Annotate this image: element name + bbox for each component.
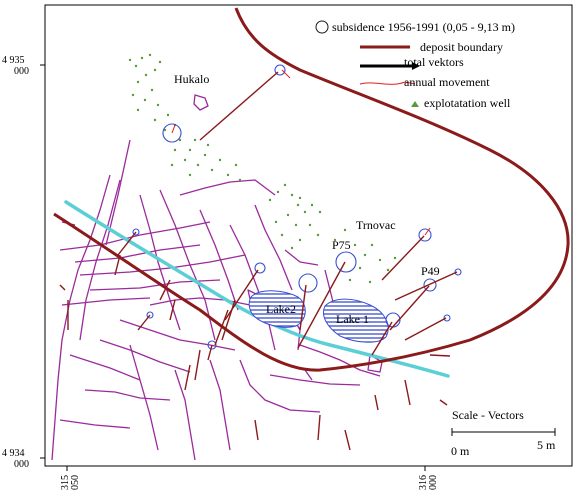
scale-bar: Scale - Vectors 0 m 5 m (451, 408, 556, 458)
scale-five-label: 5 m (537, 438, 556, 452)
y-label-top-main: 4 935 (2, 55, 25, 66)
y-label-top-sub: 000 (14, 66, 29, 77)
place-label-lake1: Lake 1 (336, 312, 369, 326)
legend-subsidence-symbol (315, 20, 329, 34)
scale-zero-label: 0 m (451, 444, 470, 458)
legend-annual-movement-symbol (359, 81, 416, 85)
lakes (248, 290, 389, 343)
exploitation-wells (128, 53, 397, 284)
place-label-p49: P49 (421, 264, 440, 278)
x-label-right-sub: 000 (428, 475, 439, 490)
x-label-right-main: 316 (418, 475, 429, 490)
legend: subsidence 1956-1991 (0,05 - 9,13 m) dep… (315, 20, 515, 110)
legend-subsidence-label: subsidence 1956-1991 (0,05 - 9,13 m) (332, 20, 515, 34)
place-label-hukalo: Hukalo (174, 72, 209, 86)
legend-deposit-boundary-label: deposit boundary (420, 40, 503, 54)
place-label-trnovac: Trnovac (356, 218, 396, 232)
annual-movement-vectors (171, 69, 431, 236)
place-label-p75: P75 (332, 238, 351, 252)
total-vectors (59, 71, 458, 451)
legend-total-vectors-label: total vektors (404, 55, 464, 69)
lake-2 (248, 290, 306, 328)
legend-annual-movement-label: annual movement (404, 75, 490, 89)
x-label-left-sub: 050 (70, 475, 81, 490)
legend-well-label: explotatation well (424, 96, 511, 110)
y-label-bottom-main: 4 934 (2, 448, 25, 459)
legend-well-symbol (411, 101, 419, 107)
y-label-bottom-sub: 000 (14, 459, 29, 470)
map-frame (44, 4, 573, 467)
lake-1 (323, 298, 389, 343)
deposit-boundary-line (53, 7, 570, 372)
x-label-left-main: 315 (60, 475, 71, 490)
place-label-lake2: Lake2 (266, 302, 296, 316)
scale-title: Scale - Vectors (452, 408, 524, 422)
street-network (51, 94, 383, 461)
